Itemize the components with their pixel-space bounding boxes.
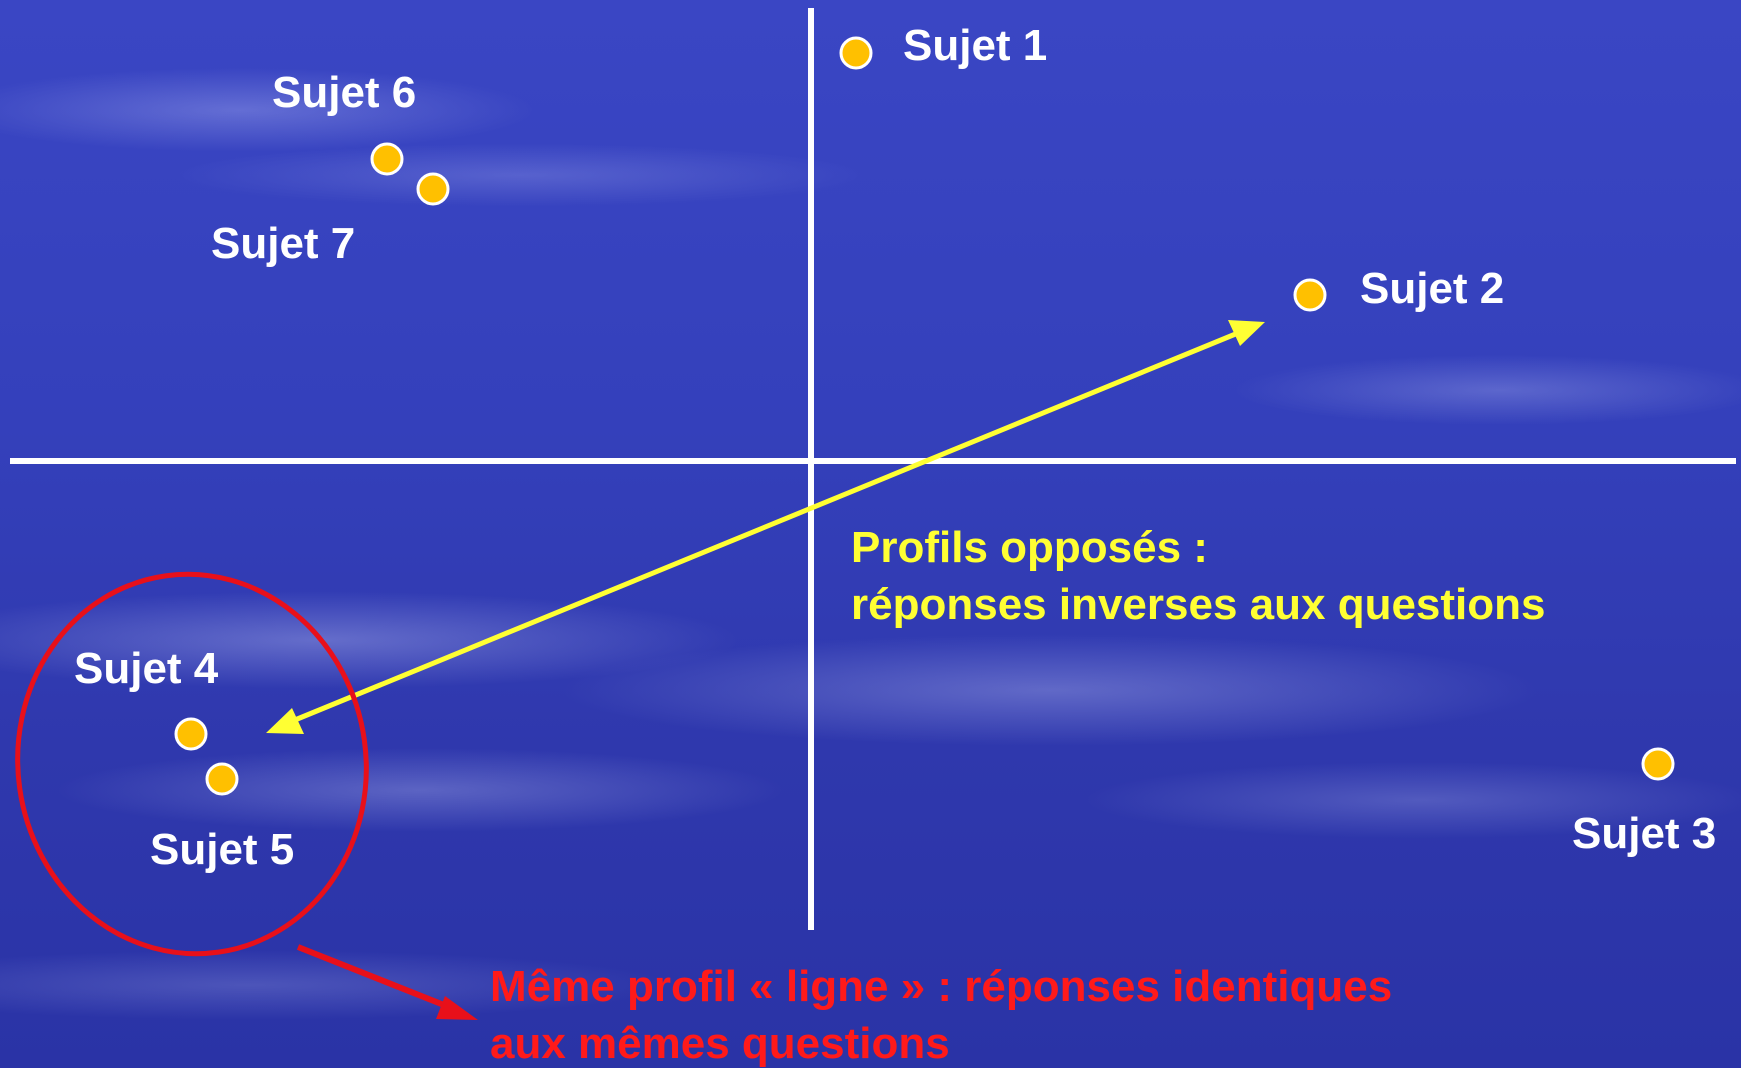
same-profile-text-line1: Même profil « ligne » : réponses identiq…: [490, 962, 1393, 1011]
subject-point-3: [1641, 747, 1675, 781]
subject-point-1: [839, 36, 873, 70]
subject-label-1: Sujet 1: [903, 21, 1048, 70]
subject-label-4: Sujet 4: [74, 644, 219, 693]
subject-point-7: [416, 172, 450, 206]
subject-label-3: Sujet 3: [1572, 809, 1717, 858]
subject-label-2: Sujet 2: [1360, 264, 1505, 313]
subject-point-5: [205, 762, 239, 796]
subject-label-7: Sujet 7: [211, 219, 356, 268]
cluster-arrowhead: [436, 996, 478, 1020]
cluster-circle: [15, 571, 369, 957]
opposed-profiles-text-line2: réponses inverses aux questions: [851, 580, 1546, 629]
subject-label-5: Sujet 5: [150, 825, 295, 874]
opposed-profiles-arrow-line: [289, 330, 1239, 725]
subject-point-6: [370, 142, 404, 176]
subject-label-6: Sujet 6: [272, 68, 417, 117]
opposed-profiles-arrowhead-end: [1228, 320, 1265, 346]
subject-point-4: [174, 717, 208, 751]
same-profile-text-line2: aux mêmes questions: [490, 1019, 950, 1068]
opposed-profiles-text-line1: Profils opposés :: [851, 523, 1208, 572]
opposed-profiles-arrowhead-start: [266, 708, 304, 734]
cluster-arrow-line: [296, 944, 456, 1012]
subject-point-2: [1293, 278, 1327, 312]
